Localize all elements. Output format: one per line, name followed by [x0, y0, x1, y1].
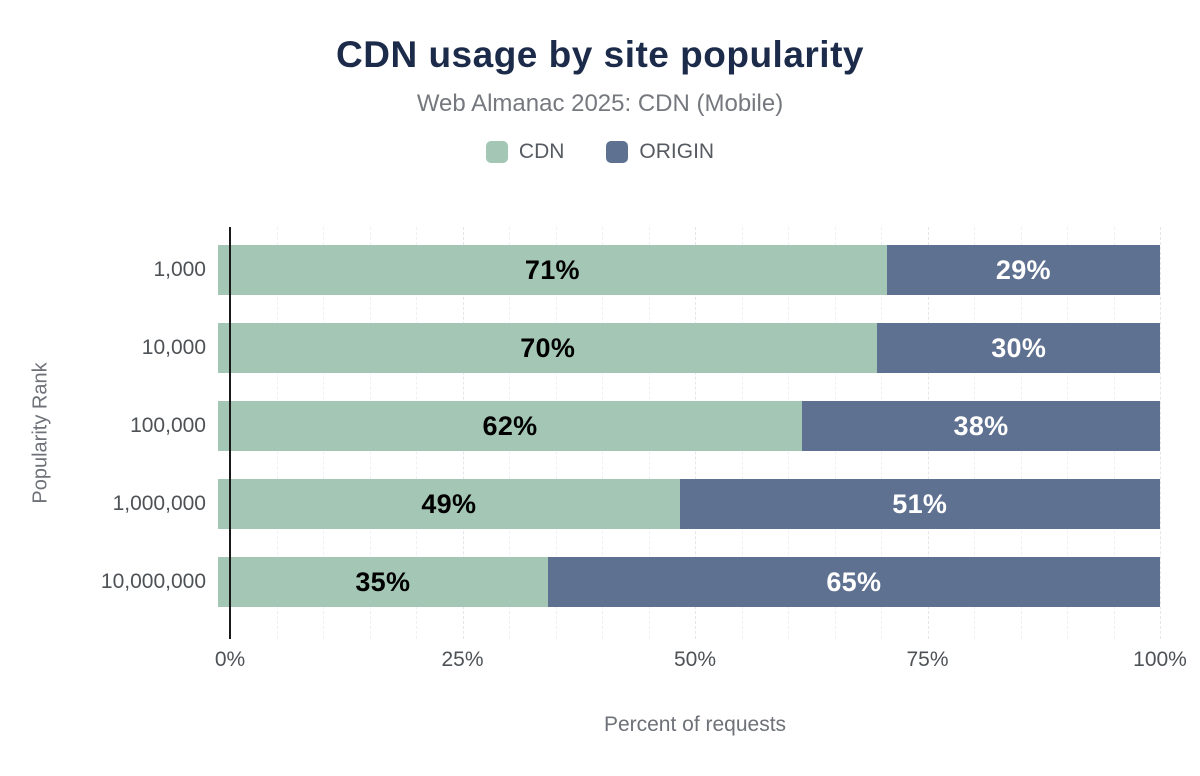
bar-segment: 49%: [218, 479, 680, 529]
bar-segment: 65%: [547, 557, 1160, 607]
bar-value-label: 51%: [892, 488, 948, 519]
bar-value-label: 49%: [421, 488, 477, 519]
bar-rows: 1,000 71% 29% 10,000 70% 30% 100,000 62%: [70, 245, 1160, 607]
bar-segment: 62%: [218, 401, 803, 451]
bar-segment: 35%: [218, 557, 548, 607]
y-tick-label: 1,000: [153, 258, 206, 281]
bar-segment: 38%: [802, 401, 1160, 451]
bar-row: 1,000,000 49% 51%: [70, 479, 1160, 529]
bar-track: 70% 30%: [218, 323, 1160, 373]
gridline: [1160, 227, 1161, 639]
bar-segment: 29%: [886, 245, 1160, 295]
chart-title: CDN usage by site popularity: [336, 34, 864, 75]
bar-value-label: 70%: [520, 332, 576, 363]
bar-value-label: 35%: [355, 566, 411, 597]
legend-item[interactable]: ORIGIN: [606, 140, 714, 164]
bar-track: 35% 65%: [218, 557, 1160, 607]
bar-segment: 70%: [218, 323, 878, 373]
bar-track: 62% 38%: [218, 401, 1160, 451]
x-axis-ticks: 0% 25% 50% 75% 100%: [215, 648, 1187, 676]
x-tick-label: 50%: [673, 648, 717, 671]
bar-segment: 30%: [877, 323, 1160, 373]
bar-row: 1,000 71% 29%: [70, 245, 1160, 295]
x-tick-label: 100%: [1133, 648, 1187, 671]
bar-value-label: 71%: [524, 254, 580, 285]
bar-value-label: 38%: [953, 410, 1009, 441]
bar-row: 10,000,000 35% 65%: [70, 557, 1160, 607]
bar-track: 49% 51%: [218, 479, 1160, 529]
x-tick-label: 75%: [906, 648, 949, 671]
y-tick-label: 10,000,000: [100, 570, 206, 593]
legend-item[interactable]: CDN: [485, 140, 565, 164]
bar-row: 100,000 62% 38%: [70, 401, 1160, 451]
y-tick-label: 10,000: [141, 336, 206, 359]
y-axis-line: [229, 227, 231, 639]
chart-subtitle: Web Almanac 2025: CDN (Mobile): [416, 90, 784, 117]
legend: CDN ORIGIN: [0, 140, 1200, 164]
legend-swatch-icon: [485, 141, 508, 163]
x-axis-title: Percent of requests: [603, 713, 787, 736]
legend-item-label: ORIGIN: [639, 140, 715, 163]
bar-track: 71% 29%: [218, 245, 1160, 295]
y-axis-title: Popularity Rank: [29, 362, 52, 504]
chart-page: CDN usage by site popularity Web Almanac…: [0, 34, 1200, 776]
y-tick-label: 100,000: [130, 414, 206, 437]
x-tick-label: 0%: [214, 648, 246, 671]
bar-row: 10,000 70% 30%: [70, 323, 1160, 373]
bar-value-label: 29%: [995, 254, 1051, 285]
bar-segment: 51%: [679, 479, 1160, 529]
y-tick-label: 1,000,000: [112, 492, 206, 515]
legend-item-label: CDN: [518, 140, 565, 163]
legend-swatch-icon: [606, 141, 629, 163]
x-tick-label: 25%: [441, 648, 484, 671]
bar-value-label: 65%: [826, 566, 882, 597]
bar-value-label: 62%: [482, 410, 538, 441]
bar-value-label: 30%: [991, 332, 1047, 363]
bar-segment: 71%: [218, 245, 887, 295]
